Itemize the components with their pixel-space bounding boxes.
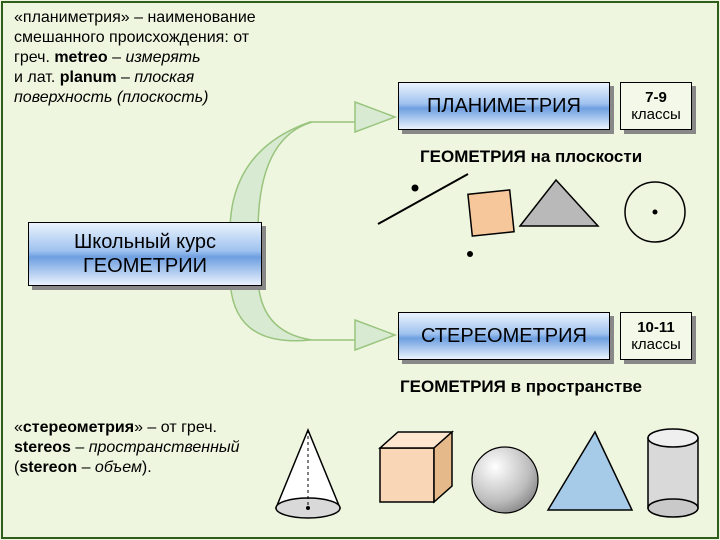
geometry-on-plane: ГЕОМЕТРИЯ на плоскости <box>420 146 642 167</box>
geometry-in-space: ГЕОМЕТРИЯ в пространстве <box>400 376 642 397</box>
planimetry-box: ПЛАНИМЕТРИЯ <box>398 82 610 130</box>
school-line2: ГЕОМЕТРИИ <box>83 255 207 277</box>
grades-7-9-box: 7-9 классы <box>620 82 692 130</box>
grades-1011-line1: 10-11 <box>637 319 675 336</box>
school-line1: Школьный курс <box>74 231 216 253</box>
grades-10-11-box: 10-11 классы <box>620 312 692 360</box>
grades-1011-line2: классы <box>631 336 681 353</box>
planimetry-label: ПЛАНИМЕТРИЯ <box>427 95 581 118</box>
grades-79-line2: классы <box>631 106 681 123</box>
stereometry-label: СТЕРЕОМЕТРИЯ <box>421 325 587 348</box>
school-course-box: Школьный курс ГЕОМЕТРИИ <box>28 222 262 286</box>
etym-line: «планиметрия» – наименование <box>14 9 256 26</box>
etymology-stereometry: «стереометрия» – от греч. stereos – прос… <box>14 418 314 478</box>
geom-space-label: ГЕОМЕТРИЯ в пространстве <box>400 377 642 396</box>
grades-79-line1: 7-9 <box>645 89 667 106</box>
etymology-planimetry: «планиметрия» – наименование смешанного … <box>14 8 354 108</box>
etym-line: смешанного происхождения: от <box>14 29 249 46</box>
stereometry-box: СТЕРЕОМЕТРИЯ <box>398 312 610 360</box>
geom-plane-label: ГЕОМЕТРИЯ на плоскости <box>420 147 642 166</box>
